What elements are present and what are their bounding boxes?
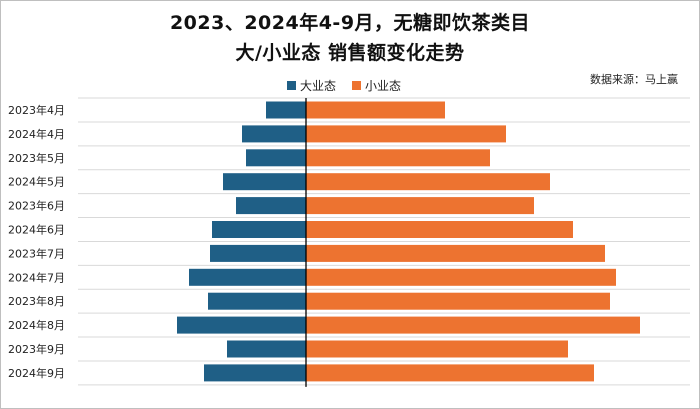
bar-small-6: [306, 221, 573, 238]
bar-small-7: [306, 244, 605, 262]
bar-large-1: [266, 101, 306, 119]
y-tick-label: 2023年6月: [8, 199, 65, 213]
bar-small-11: [306, 340, 568, 358]
bar-large-7: [210, 244, 306, 262]
y-tick-label: 2023年4月: [8, 103, 65, 117]
bar-small-2: [306, 125, 506, 143]
bar-small-3: [306, 149, 490, 167]
bar-large-6: [212, 221, 306, 238]
data-source-note: 数据来源：马上赢: [590, 73, 678, 86]
legend-swatch-large: [287, 81, 296, 90]
legend-item-small: 小业态: [352, 77, 401, 94]
y-tick-label: 2023年8月: [8, 294, 65, 308]
legend-item-large: 大业态: [287, 77, 336, 94]
y-tick-label: 2024年8月: [8, 318, 65, 332]
y-tick-label: 2024年4月: [8, 127, 65, 141]
bar-large-8: [189, 268, 306, 286]
y-tick-label: 2024年7月: [8, 270, 65, 284]
bar-large-4: [223, 173, 306, 191]
bar-small-4: [306, 173, 550, 191]
bar-large-9: [208, 292, 306, 310]
y-tick-label: 2024年9月: [8, 366, 65, 380]
bar-small-5: [306, 197, 534, 215]
bar-small-12: [306, 364, 594, 382]
y-tick-label: 2024年5月: [8, 175, 65, 189]
bar-small-1: [306, 101, 445, 119]
y-tick-label: 2023年7月: [8, 246, 65, 260]
bar-large-5: [236, 197, 306, 215]
bar-large-11: [227, 340, 306, 358]
bar-large-12: [204, 364, 306, 382]
chart-title-line1: 2023、2024年4-9月，无糖即饮茶类目: [169, 12, 531, 34]
y-tick-label: 2023年9月: [8, 342, 65, 356]
bar-large-10: [177, 316, 306, 334]
chart-title-line2: 大/小业态 销售额变化走势: [235, 42, 465, 64]
legend-swatch-small: [352, 81, 362, 90]
bar-large-3: [246, 149, 306, 167]
legend-label-large: 大业态: [300, 79, 337, 93]
bar-small-9: [306, 292, 610, 310]
legend-label-small: 小业态: [365, 79, 402, 93]
y-tick-label: 2023年5月: [8, 151, 65, 165]
chart-legend: 大业态 小业态: [287, 77, 417, 94]
bar-small-10: [306, 316, 640, 334]
y-tick-label: 2024年6月: [8, 223, 65, 237]
bar-small-8: [306, 268, 616, 286]
bar-large-2: [242, 125, 306, 143]
